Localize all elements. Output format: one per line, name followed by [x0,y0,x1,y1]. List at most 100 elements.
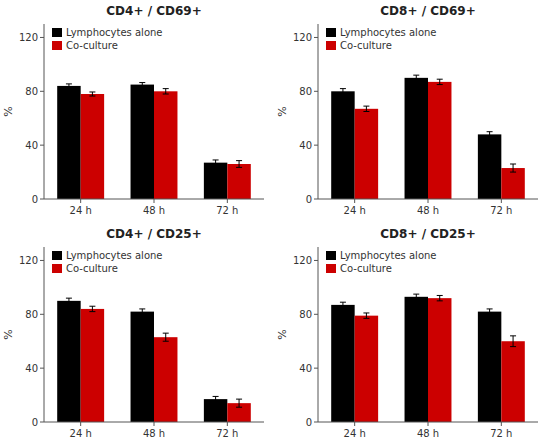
legend: Lymphocytes aloneCo-culture [52,27,163,51]
error-line [68,298,69,303]
error-line [416,294,417,299]
error-cap [487,314,493,315]
error-bar [487,309,493,314]
error-bar [413,294,419,299]
error-line [142,83,143,87]
error-line [239,399,240,407]
error-bar [437,295,443,300]
legend-swatch [326,251,336,260]
legend: Lymphocytes aloneCo-culture [52,250,163,274]
bar [57,86,80,199]
error-line [489,132,490,137]
error-bar [213,160,219,165]
error-line [68,84,69,88]
y-axis-label: % [276,329,289,339]
error-cap [236,407,242,408]
error-bar [139,309,145,314]
bar [154,91,177,199]
x-tick-label: 24 h [344,428,366,439]
bar [428,82,451,199]
panel: CD8+ / CD69+%0408012024 h48 h72 hLymphoc… [276,4,538,216]
error-cap [236,399,242,400]
error-bar [163,89,169,94]
error-line [366,106,367,111]
legend-label: Co-culture [340,263,392,274]
y-tick [40,199,44,200]
error-line [92,92,93,96]
error-cap [213,159,219,160]
plot-area [331,75,525,199]
y-tick [314,199,318,200]
error-bar [510,336,516,347]
title: CD8+ / CD69+ [380,4,475,18]
error-bar [236,399,242,407]
x-tick [154,199,155,203]
error-cap [487,131,493,132]
panel: CD4+ / CD69+%0408012024 h48 h72 hLymphoc… [2,4,264,216]
error-cap [89,96,95,97]
x-tick [501,199,502,203]
error-line [439,79,440,84]
error-cap [66,83,72,84]
bar [355,316,378,422]
error-line [165,89,166,94]
plot-area [331,294,525,422]
y-axis-line [318,24,319,199]
legend: Lymphocytes aloneCo-culture [326,250,437,274]
x-tick-label: 72 h [216,428,238,439]
error-bar [340,302,346,307]
y-tick-label: 80 [25,86,38,97]
bar [331,305,354,422]
error-bar [213,396,219,401]
bar [81,94,104,199]
y-axis-line [44,24,45,199]
error-cap [437,300,443,301]
y-tick-label: 40 [299,140,312,151]
error-cap [510,164,516,165]
error-bar [89,306,95,311]
error-cap [413,80,419,81]
error-line [215,396,216,401]
y-axis-label: % [2,106,15,116]
x-tick [80,422,81,426]
bar [331,91,354,199]
error-bar [363,313,369,318]
error-cap [437,79,443,80]
error-cap [413,75,419,76]
x-tick [227,199,228,203]
error-cap [510,346,516,347]
error-line [416,75,417,80]
legend-swatch [326,28,336,37]
error-cap [487,308,493,309]
y-tick-label: 0 [306,417,312,428]
legend-swatch [326,264,336,273]
y-tick [314,37,318,38]
plot-area [57,83,251,199]
error-cap [139,308,145,309]
y-tick-label: 0 [306,194,312,205]
y-tick-label: 80 [299,86,312,97]
error-cap [437,84,443,85]
legend-label: Lymphocytes alone [340,27,437,38]
y-tick-label: 80 [299,309,312,320]
x-tick-label: 48 h [417,205,439,216]
y-tick-label: 0 [32,194,38,205]
bar [428,298,451,422]
error-line [513,164,514,172]
y-tick [314,368,318,369]
error-line [366,313,367,318]
y-tick-label: 120 [293,255,312,266]
legend-label: Co-culture [66,263,118,274]
bar [131,85,154,199]
error-cap [213,396,219,397]
error-cap [340,307,346,308]
y-tick [40,145,44,146]
error-cap [487,137,493,138]
x-tick-label: 48 h [143,205,165,216]
x-tick [154,422,155,426]
y-tick-label: 40 [25,363,38,374]
y-axis-label: % [2,329,15,339]
bar [81,309,104,422]
bar [204,399,227,422]
y-tick-label: 0 [32,417,38,428]
